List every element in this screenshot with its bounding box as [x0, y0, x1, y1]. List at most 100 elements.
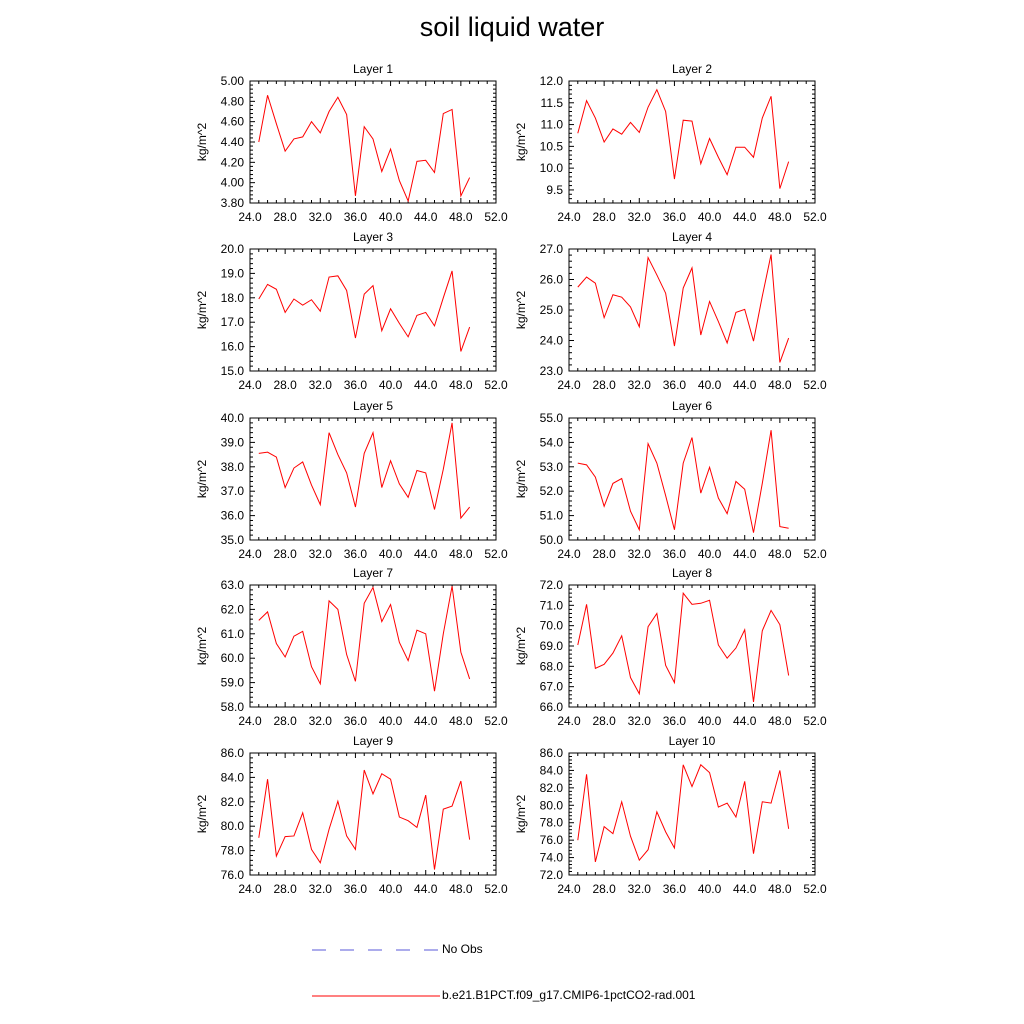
y-tick-label: 37.0: [221, 484, 245, 498]
y-tick-label: 53.0: [540, 460, 564, 474]
y-tick-label: 3.80: [221, 196, 245, 210]
y-tick-label: 10.5: [540, 139, 564, 153]
x-tick-label: 52.0: [803, 882, 827, 896]
x-tick-label: 36.0: [663, 210, 687, 224]
x-tick-label: 48.0: [449, 378, 473, 392]
y-tick-label: 26.0: [540, 273, 564, 287]
x-tick-label: 32.0: [628, 378, 652, 392]
y-tick-label: 19.0: [221, 266, 245, 280]
x-tick-label: 32.0: [628, 210, 652, 224]
plot-frame: [249, 752, 497, 876]
x-tick-label: 52.0: [484, 882, 508, 896]
y-tick-label: 12.0: [540, 74, 564, 88]
panel-1: Layer 1 kg/m^2 24.0 28.0 32.0 36.0 40.0 44.0 48.…: [195, 62, 508, 224]
y-tick-label: 70.0: [540, 619, 564, 633]
x-tick-label: 24.0: [557, 714, 581, 728]
y-axis-label: kg/m^2: [514, 627, 528, 666]
y-tick-label: 4.00: [221, 176, 245, 190]
y-tick-label: 51.0: [540, 509, 564, 523]
x-tick-label: 32.0: [309, 210, 333, 224]
plot-frame: [249, 417, 497, 541]
x-tick-label: 52.0: [484, 547, 508, 561]
y-tick-label: 62.0: [221, 602, 245, 616]
y-tick-label: 78.0: [540, 816, 564, 830]
x-tick-label: 28.0: [273, 378, 297, 392]
x-tick-label: 24.0: [557, 882, 581, 896]
panel-7: Layer 7 kg/m^2 24.0 28.0 32.0 36.0 40.0 44.0 48.…: [195, 566, 508, 728]
x-tick-label: 36.0: [344, 378, 368, 392]
panel-5: Layer 5 kg/m^2 24.0 28.0 32.0 36.0 40.0 44.0 48.…: [195, 399, 508, 561]
x-tick-label: 32.0: [628, 714, 652, 728]
x-tick-label: 24.0: [557, 378, 581, 392]
y-tick-label: 63.0: [221, 578, 245, 592]
y-tick-label: 55.0: [540, 411, 564, 425]
y-tick-label: 4.40: [221, 135, 245, 149]
x-tick-label: 48.0: [768, 882, 792, 896]
series-line: [258, 422, 471, 520]
x-tick-label: 24.0: [238, 882, 262, 896]
x-tick-label: 32.0: [309, 882, 333, 896]
x-tick-label: 44.0: [733, 882, 757, 896]
y-tick-label: 17.0: [221, 315, 245, 329]
y-tick-label: 11.0: [541, 118, 564, 132]
series-line: [577, 763, 790, 863]
panel-title: Layer 10: [669, 734, 716, 748]
x-tick-label: 44.0: [414, 210, 438, 224]
y-axis-label: kg/m^2: [195, 123, 209, 162]
x-tick-label: 52.0: [803, 547, 827, 561]
x-tick-label: 52.0: [484, 210, 508, 224]
x-tick-label: 44.0: [414, 882, 438, 896]
y-tick-label: 67.0: [540, 680, 564, 694]
y-tick-label: 16.0: [221, 340, 245, 354]
x-tick-label: 28.0: [273, 547, 297, 561]
x-tick-label: 52.0: [803, 714, 827, 728]
y-tick-label: 78.0: [221, 844, 245, 858]
x-tick-label: 40.0: [379, 882, 403, 896]
y-tick-label: 58.0: [221, 700, 245, 714]
y-tick-label: 11.5: [541, 96, 564, 110]
x-tick-label: 32.0: [628, 882, 652, 896]
plot-frame: [568, 752, 816, 876]
x-tick-label: 48.0: [768, 210, 792, 224]
x-tick-label: 48.0: [449, 714, 473, 728]
series-line: [577, 430, 789, 533]
y-tick-label: 4.20: [221, 155, 245, 169]
x-tick-label: 44.0: [414, 547, 438, 561]
y-tick-label: 69.0: [540, 639, 564, 653]
panel-4: Layer 4 kg/m^2 24.0 28.0 32.0 36.0 40.0 44.0 48.…: [514, 230, 827, 392]
y-tick-label: 80.0: [540, 798, 564, 812]
series-line: [577, 88, 790, 189]
y-tick-label: 4.60: [221, 115, 245, 129]
panel-3: Layer 3 kg/m^2 24.0 28.0 32.0 36.0 40.0 44.0 48.…: [195, 230, 508, 392]
x-tick-label: 32.0: [628, 547, 652, 561]
panel-title: Layer 6: [672, 399, 712, 413]
legend-item-no-obs: No Obs: [312, 940, 712, 960]
x-tick-label: 52.0: [803, 378, 827, 392]
x-tick-label: 40.0: [379, 210, 403, 224]
y-tick-label: 82.0: [221, 795, 245, 809]
plot-frame: [568, 80, 816, 204]
x-tick-label: 32.0: [309, 547, 333, 561]
x-tick-label: 40.0: [698, 882, 722, 896]
x-tick-label: 24.0: [557, 547, 581, 561]
panel-title: Layer 1: [353, 62, 393, 76]
x-tick-label: 40.0: [698, 210, 722, 224]
plot-frame: [568, 417, 816, 541]
y-tick-label: 20.0: [221, 242, 245, 256]
x-tick-label: 44.0: [733, 714, 757, 728]
panel-2: Layer 2 kg/m^2 24.0 28.0 32.0 36.0 40.0 44.0 48.…: [514, 62, 827, 224]
x-tick-label: 36.0: [344, 882, 368, 896]
x-tick-label: 40.0: [698, 714, 722, 728]
y-tick-label: 80.0: [221, 819, 245, 833]
x-tick-label: 40.0: [379, 378, 403, 392]
legend-item-model: b.e21.B1PCT.f09_g17.CMIP6-1pctCO2-rad.00…: [312, 986, 732, 1006]
legend-solid-line-icon: [312, 995, 440, 997]
y-tick-label: 76.0: [221, 868, 245, 882]
x-tick-label: 48.0: [449, 882, 473, 896]
y-tick-label: 84.0: [540, 763, 564, 777]
y-axis-label: kg/m^2: [514, 291, 528, 330]
x-tick-label: 36.0: [663, 378, 687, 392]
x-tick-label: 36.0: [663, 547, 687, 561]
y-tick-label: 59.0: [221, 676, 245, 690]
x-tick-label: 48.0: [768, 378, 792, 392]
